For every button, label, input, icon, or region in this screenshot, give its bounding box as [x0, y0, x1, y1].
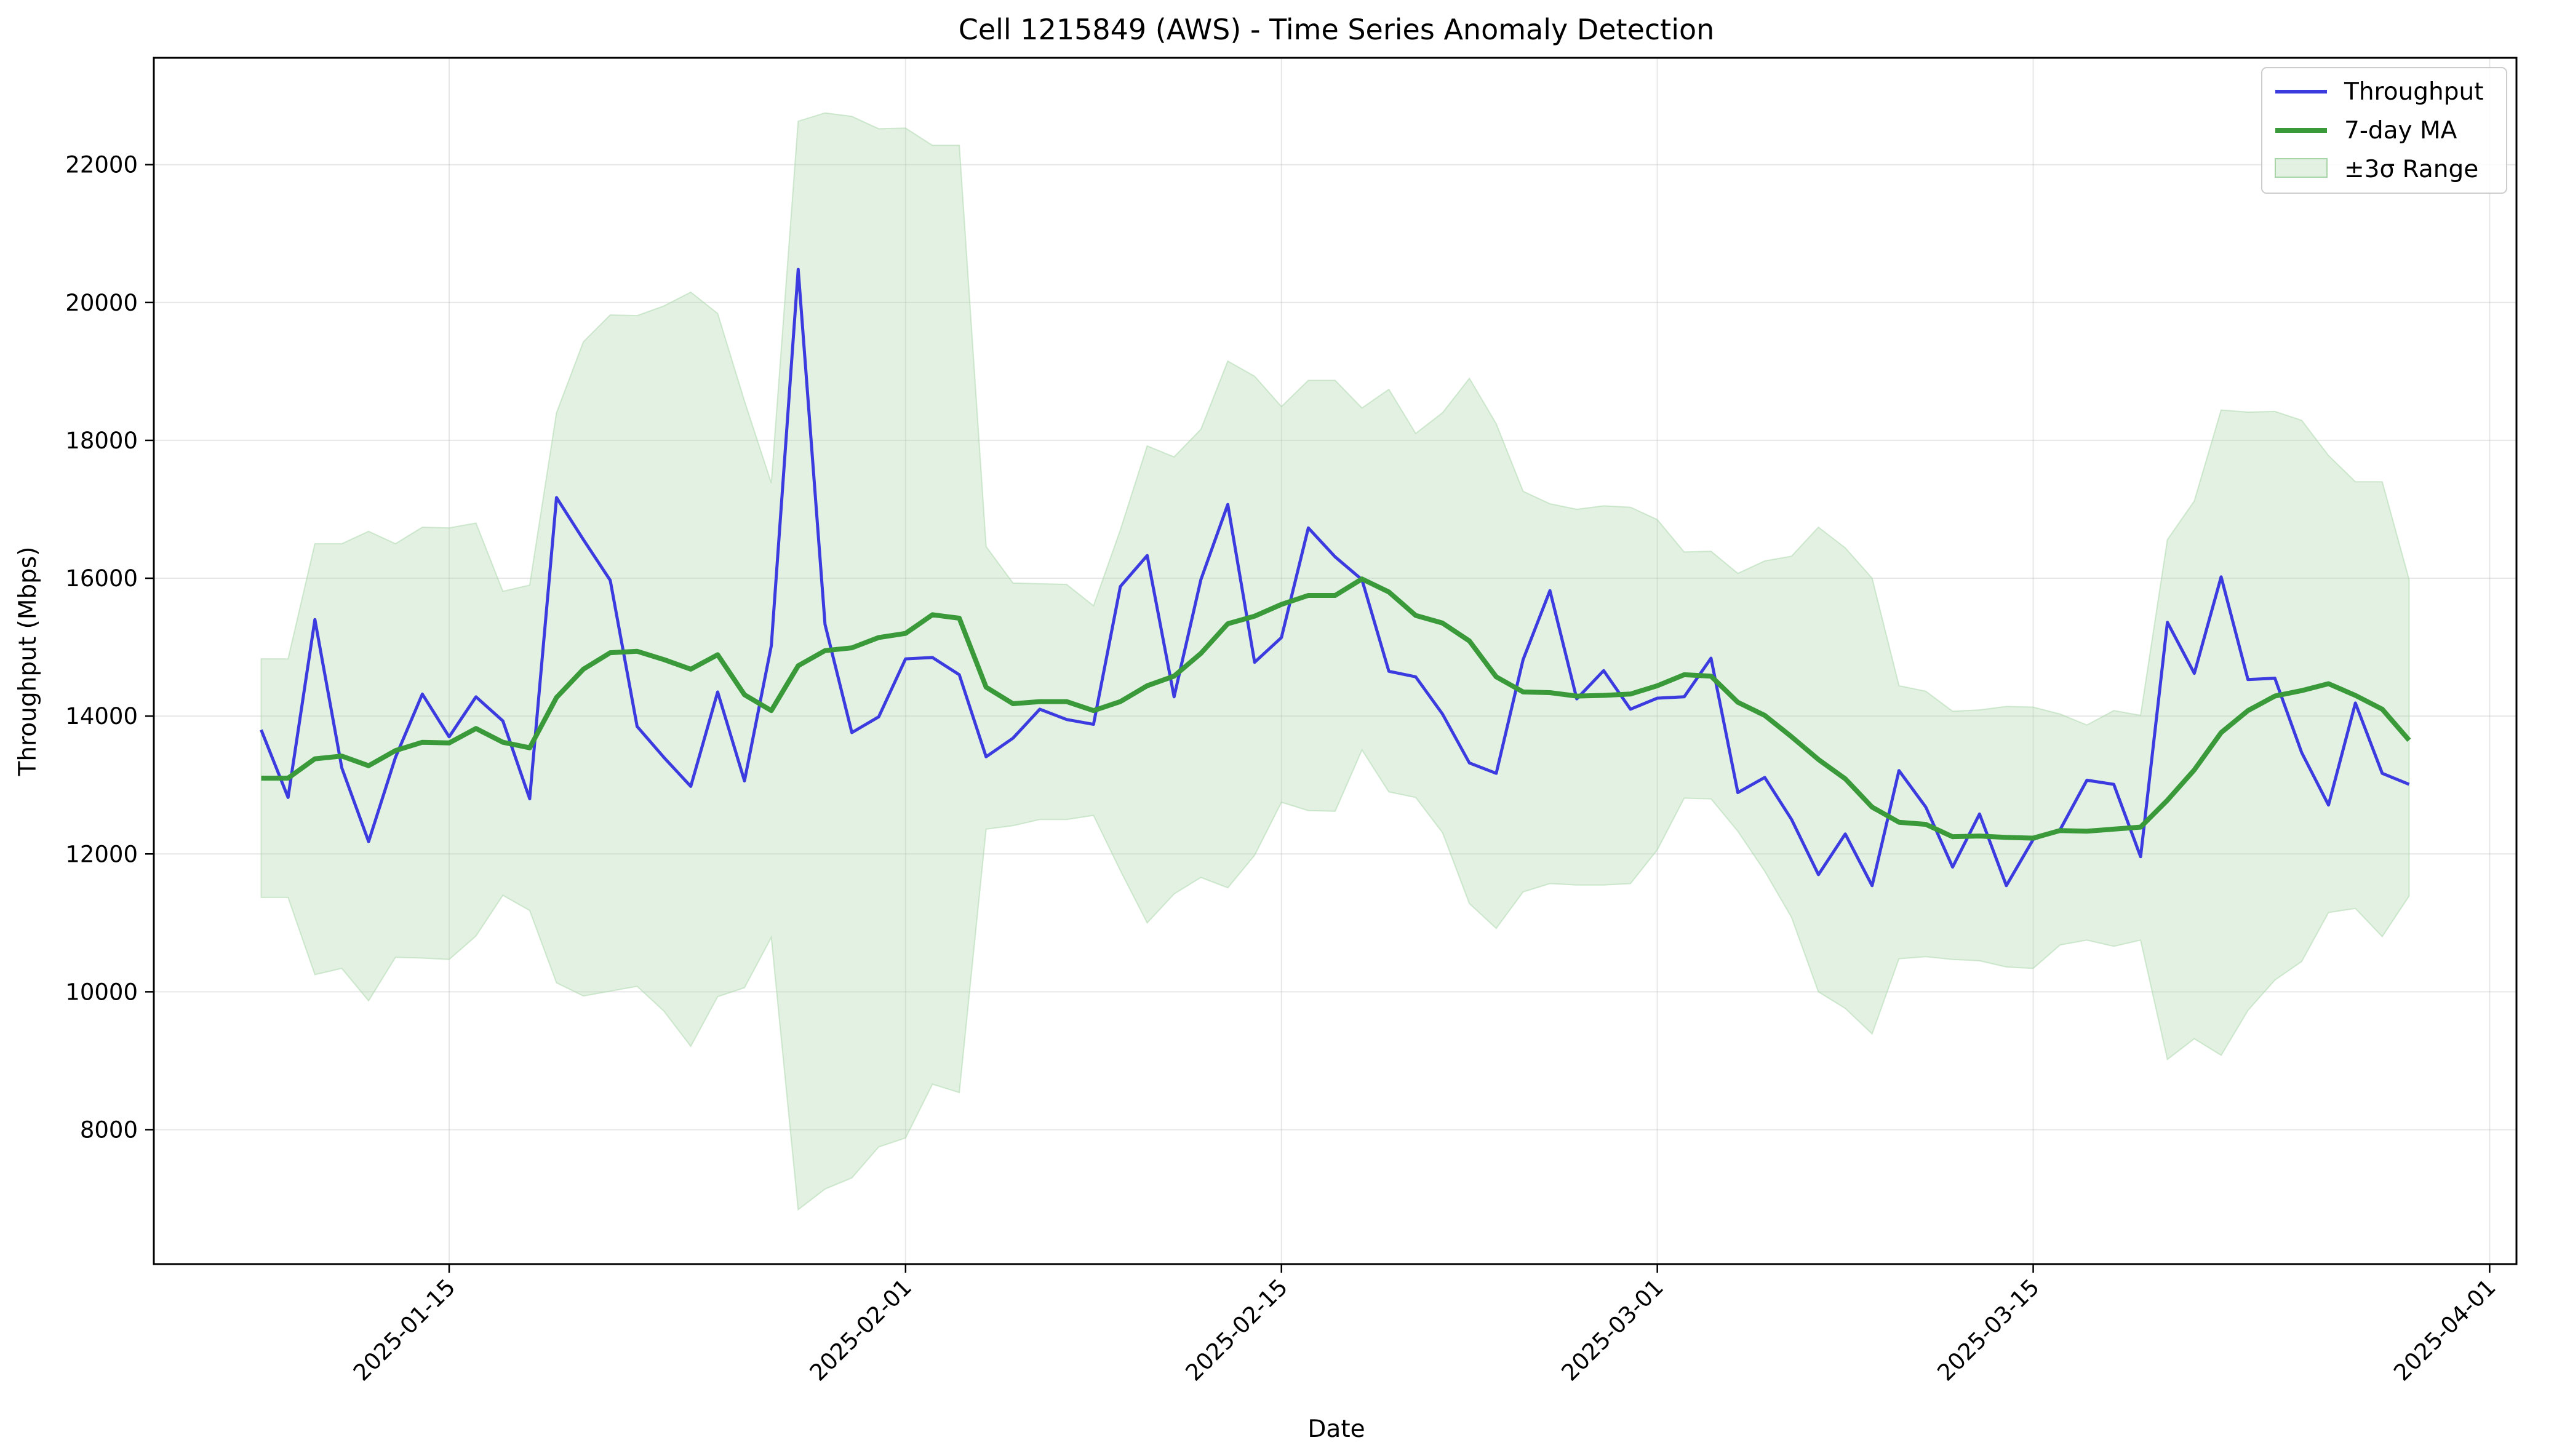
- y-tick-label: 10000: [65, 979, 138, 1005]
- legend-label-band: ±3σ Range: [2344, 156, 2478, 183]
- legend: Throughput 7-day MA ±3σ Range: [2261, 67, 2507, 194]
- plot-frame: [153, 57, 2518, 1265]
- chart-title: Cell 1215849 (AWS) - Time Series Anomaly…: [959, 13, 1715, 46]
- y-tick-label: 22000: [65, 152, 138, 178]
- x-axis-label: Date: [1307, 1415, 1365, 1443]
- sigma-band-layer: [260, 112, 2410, 1211]
- y-tick-label: 12000: [65, 841, 138, 867]
- y-tick-label: 18000: [65, 428, 138, 454]
- y-axis-label: Throughput (Mbps): [14, 547, 42, 777]
- moving-average-line: [261, 576, 2411, 841]
- y-tick-label: 8000: [80, 1116, 138, 1143]
- series-lines: [260, 268, 2411, 888]
- legend-label-ma: 7-day MA: [2344, 117, 2457, 145]
- legend-swatch-band: [2275, 158, 2328, 178]
- sigma-band-area: [260, 112, 2410, 1211]
- y-tick-label: 16000: [65, 565, 138, 592]
- legend-frame: [2261, 67, 2507, 194]
- legend-label-throughput: Throughput: [2344, 78, 2484, 106]
- y-tick-label: 20000: [65, 290, 138, 316]
- y-tick-label: 14000: [65, 703, 138, 730]
